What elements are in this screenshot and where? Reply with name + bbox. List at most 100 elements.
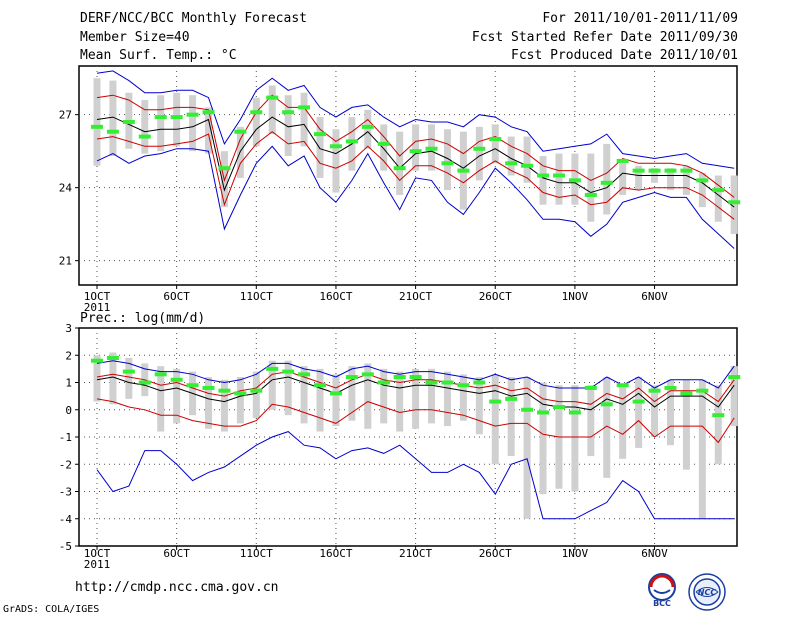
temp-member-marker <box>680 168 693 173</box>
prec-member-marker <box>473 380 486 385</box>
temp-spread-box <box>109 80 117 157</box>
prec-member-marker <box>266 366 279 371</box>
prec-spread-box <box>252 371 260 418</box>
prec-member-marker <box>361 372 374 377</box>
temp-xtick-label: 1OCT <box>84 290 111 303</box>
temp-spread-box <box>730 175 738 234</box>
temp-spread-box <box>682 165 690 195</box>
temp-mean-line <box>96 116 735 208</box>
prec-member-marker <box>600 402 613 407</box>
temp-member-marker <box>409 149 422 154</box>
temp-ytick-label: 27 <box>59 109 72 122</box>
prec-panel: -5 -4 -3 -2 -1 0 1 2 3 1OCT 6OCT 11OCT 16OCT 21OCT 26O… <box>59 311 741 571</box>
temp-year-label: 2011 <box>84 301 111 314</box>
bcc-logo: BCC <box>641 572 683 612</box>
source-url[interactable]: http://cmdp.ncc.cma.gov.cn <box>75 580 279 595</box>
prec-member-marker <box>218 388 231 393</box>
temp-member-marker <box>616 158 629 163</box>
temp-spread-box <box>491 124 499 164</box>
temp-spread-box <box>475 126 483 181</box>
prec-ytick-label: -3 <box>59 486 72 499</box>
prec-member-marker <box>106 355 119 360</box>
temp-member-marker <box>361 124 374 129</box>
temp-spread-box <box>157 95 165 152</box>
temp-spread-box <box>603 143 611 215</box>
temp-xtick-label: 1NOV <box>562 290 589 303</box>
temp-spread-box <box>268 85 276 135</box>
prec-member-marker <box>616 383 629 388</box>
temp-member-marker <box>138 134 151 139</box>
temp-panel: 21 24 27 1OCT 6OCT 11OCT 16OCT 21OCT 26OCT 1NOV 6N… <box>59 65 741 314</box>
temp-xtick-label: 11OCT <box>240 290 273 303</box>
prec-spread-box <box>236 377 244 424</box>
temp-spread-box <box>364 109 372 149</box>
prec-spread-box <box>348 366 356 421</box>
prec-upper-blue-line <box>96 360 735 389</box>
temp-member-marker <box>457 168 470 173</box>
temp-xtick-label: 6OCT <box>163 290 190 303</box>
prec-spread-box <box>93 355 101 402</box>
prec-spread-box <box>698 379 706 519</box>
prec-spread-box <box>412 368 420 429</box>
prec-member-marker <box>552 405 565 410</box>
prec-spread-box <box>109 352 117 405</box>
variable-label: Mean Surf. Temp.: °C <box>80 48 237 63</box>
temp-spread-box <box>189 95 197 152</box>
prec-member-marker <box>632 399 645 404</box>
prec-ytick-label: 1 <box>65 377 72 390</box>
temp-member-marker <box>202 110 215 115</box>
temp-spread-box <box>635 165 643 191</box>
temp-member-marker <box>91 124 103 129</box>
temp-member-marker <box>584 192 597 197</box>
temp-member-marker <box>218 166 231 171</box>
temp-member-marker <box>600 180 613 185</box>
prec-member-marker <box>170 377 183 382</box>
ncc-logo: NCC <box>684 572 730 616</box>
prec-spread-box <box>523 377 531 519</box>
prec-member-marker <box>377 380 390 385</box>
forecast-period: For 2011/10/01-2011/11/09 <box>542 11 738 26</box>
temp-member-marker <box>329 144 342 149</box>
prec-member-marker <box>250 388 263 393</box>
prec-spread-box <box>587 385 595 457</box>
prec-spread-box <box>635 377 643 448</box>
bcc-logo-text: BCC <box>653 599 671 608</box>
temp-member-marker <box>345 139 358 144</box>
temp-lower-blue-line <box>96 145 735 249</box>
temp-spread-box <box>205 107 213 154</box>
forecast-title: DERF/NCC/BCC Monthly Forecast <box>80 11 307 26</box>
prec-member-marker <box>154 372 167 377</box>
temp-member-marker <box>106 129 119 134</box>
prec-xtick-label: 11OCT <box>240 547 273 560</box>
prec-spread-box <box>730 366 738 427</box>
prec-xtick-label: 6OCT <box>163 547 190 560</box>
prec-member-marker <box>648 388 661 393</box>
temp-spread-box <box>539 156 547 205</box>
temp-spread-box <box>698 173 706 208</box>
prec-spread-box <box>364 363 372 429</box>
temp-spread-box <box>443 129 451 191</box>
temp-spread-box <box>587 153 595 222</box>
prec-member-marker <box>441 380 454 385</box>
prec-member-marker <box>314 383 327 388</box>
prec-ytick-label: -2 <box>59 458 72 471</box>
temp-spread-box <box>316 117 324 178</box>
prec-lower-blue-line <box>96 431 735 520</box>
temp-frame <box>78 65 738 286</box>
temp-spread-box <box>93 78 101 166</box>
prec-xtick-label: 26OCT <box>479 547 512 560</box>
prec-member-marker <box>489 399 502 404</box>
prec-spread-box <box>125 357 133 399</box>
prec-ytick-label: -4 <box>59 513 73 526</box>
prec-member-marker <box>122 369 135 374</box>
temp-member-marker <box>521 163 534 168</box>
temp-ytick-label: 21 <box>59 255 72 268</box>
temp-spread-box <box>173 92 181 147</box>
temp-member-marker <box>632 168 645 173</box>
prec-spread-box <box>316 368 324 432</box>
prec-ytick-label: -1 <box>59 431 72 444</box>
prec-member-marker <box>282 369 295 374</box>
prec-spread-box <box>603 377 611 478</box>
prec-xtick-label: 16OCT <box>319 547 352 560</box>
